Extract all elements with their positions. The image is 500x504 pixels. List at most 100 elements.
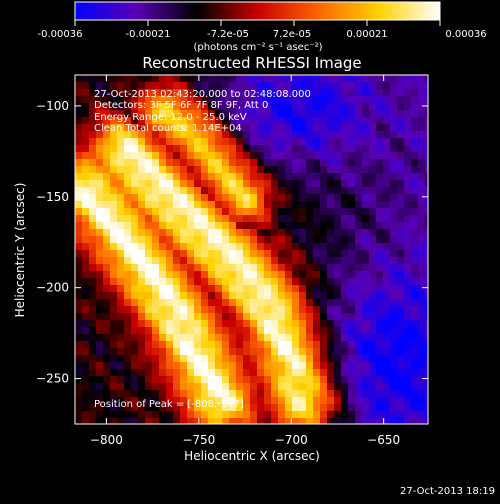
heatmap-cell [264, 327, 272, 335]
heatmap-cell [376, 404, 384, 412]
heatmap-cell [348, 201, 356, 209]
heatmap-cell [124, 341, 132, 349]
heatmap-cell [390, 355, 398, 363]
x-tick-label: −750 [182, 433, 215, 447]
heatmap-cell [89, 383, 97, 391]
heatmap-cell [75, 180, 83, 188]
heatmap-cell [348, 131, 356, 139]
heatmap-cell [285, 341, 293, 349]
heatmap-cell [306, 355, 314, 363]
heatmap-cell [348, 250, 356, 258]
heatmap-cell [89, 348, 97, 356]
heatmap-cell [166, 376, 174, 384]
heatmap-cell [397, 271, 405, 279]
heatmap-cell [236, 110, 244, 118]
heatmap-cell [327, 299, 335, 307]
heatmap-cell [82, 327, 90, 335]
heatmap-cell [369, 313, 377, 321]
heatmap-cell [131, 418, 139, 424]
heatmap-cell [306, 285, 314, 293]
heatmap-cell [299, 215, 307, 223]
heatmap-cell [327, 320, 335, 328]
heatmap-cell [124, 89, 132, 97]
heatmap-cell [327, 271, 335, 279]
heatmap-cell [243, 152, 251, 160]
heatmap-cell [187, 376, 195, 384]
heatmap-cell [75, 313, 83, 321]
heatmap-cell [264, 138, 272, 146]
heatmap-cell [292, 341, 300, 349]
heatmap-cell [285, 278, 293, 286]
heatmap-cell [208, 201, 216, 209]
heatmap-cell [215, 208, 223, 216]
heatmap-cell [138, 334, 146, 342]
heatmap-cell [110, 362, 118, 370]
heatmap-cell [236, 411, 244, 419]
heatmap-cell [243, 383, 251, 391]
heatmap-cell [404, 390, 412, 398]
heatmap-cell [355, 131, 363, 139]
heatmap-cell [362, 166, 370, 174]
heatmap-cell [82, 138, 90, 146]
heatmap-cell [96, 257, 104, 265]
heatmap-cell [390, 257, 398, 265]
heatmap-cell [390, 348, 398, 356]
heatmap-cell [82, 103, 90, 111]
heatmap-cell [411, 348, 419, 356]
heatmap-cell [117, 229, 125, 237]
heatmap-cell [425, 299, 428, 307]
heatmap-cell [397, 292, 405, 300]
heatmap-cell [292, 96, 300, 104]
heatmap-cell [383, 397, 391, 405]
heatmap-cell [131, 180, 139, 188]
heatmap-cell [145, 285, 153, 293]
heatmap-cell [229, 397, 237, 405]
heatmap-cell [194, 376, 202, 384]
heatmap-cell [96, 173, 104, 181]
heatmap-cell [131, 187, 139, 195]
heatmap-cell [96, 229, 104, 237]
heatmap-cell [194, 369, 202, 377]
heatmap-cell [75, 110, 83, 118]
heatmap-cell [418, 96, 426, 104]
heatmap-cell [208, 138, 216, 146]
heatmap-cell [236, 306, 244, 314]
heatmap-cell [299, 208, 307, 216]
heatmap-cell [292, 369, 300, 377]
heatmap-cell [404, 96, 412, 104]
heatmap-cell [264, 131, 272, 139]
heatmap-cell [243, 355, 251, 363]
heatmap-cell [131, 201, 139, 209]
heatmap-cell [201, 404, 209, 412]
heatmap-cell [180, 334, 188, 342]
heatmap-cell [397, 131, 405, 139]
heatmap-cell [166, 320, 174, 328]
heatmap-cell [355, 201, 363, 209]
heatmap-cell [166, 404, 174, 412]
heatmap-cell [292, 257, 300, 265]
heatmap-cell [75, 229, 83, 237]
heatmap-cell [194, 299, 202, 307]
heatmap-cell [397, 362, 405, 370]
heatmap-cell [390, 320, 398, 328]
heatmap-cell [152, 264, 160, 272]
heatmap-cell [376, 215, 384, 223]
heatmap-cell [145, 215, 153, 223]
heatmap-cell [362, 236, 370, 244]
heatmap-cell [103, 117, 111, 125]
heatmap-cell [383, 222, 391, 230]
heatmap-cell [285, 145, 293, 153]
heatmap-cell [208, 89, 216, 97]
heatmap-cell [138, 292, 146, 300]
heatmap-cell [341, 320, 349, 328]
heatmap-cell [264, 173, 272, 181]
heatmap-cell [110, 215, 118, 223]
heatmap-cell [397, 411, 405, 419]
heatmap-cell [222, 75, 230, 83]
heatmap-cell [341, 327, 349, 335]
heatmap-cell [327, 96, 335, 104]
heatmap-cell [110, 369, 118, 377]
heatmap-cell [222, 96, 230, 104]
heatmap-cell [320, 201, 328, 209]
heatmap-cell [236, 201, 244, 209]
